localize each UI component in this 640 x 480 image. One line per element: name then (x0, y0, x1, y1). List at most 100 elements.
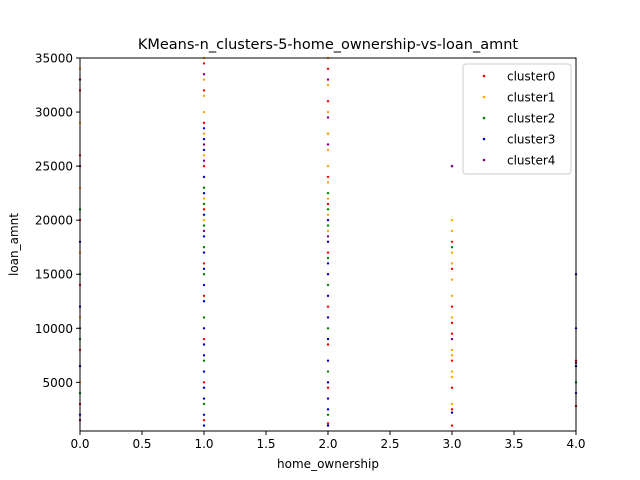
series-cluster0 (78, 62, 578, 427)
data-point (202, 235, 206, 238)
data-point (326, 100, 330, 103)
x-tick-label: 3.0 (442, 437, 461, 451)
data-point (450, 354, 454, 357)
data-point (450, 305, 454, 308)
x-tick-label: 2.5 (380, 437, 399, 451)
data-point (326, 422, 330, 425)
y-tick-label: 5000 (42, 376, 73, 390)
data-point (202, 343, 206, 346)
data-point (202, 273, 206, 276)
data-point (202, 191, 206, 195)
legend-label-cluster1: cluster1 (507, 91, 555, 105)
y-tick-label: 20000 (35, 214, 73, 228)
data-point (202, 359, 206, 362)
data-point (326, 294, 330, 298)
data-point (202, 413, 206, 416)
chart-title: KMeans-n_clusters-5-home_ownership-vs-lo… (138, 37, 519, 53)
legend: cluster0 cluster1 cluster2 cluster3 cluster4 (462, 63, 572, 175)
series-cluster3 (78, 127, 578, 427)
data-point (450, 267, 454, 271)
data-point (450, 359, 454, 362)
data-point (326, 229, 330, 233)
data-point (450, 278, 454, 281)
data-point (202, 402, 206, 406)
data-point (326, 218, 330, 222)
data-point (326, 197, 330, 200)
y-tick-label: 10000 (35, 322, 73, 336)
data-point (202, 62, 206, 65)
legend-marker-cluster2 (482, 116, 486, 120)
x-tick-label: 4.0 (566, 437, 585, 451)
data-point (202, 132, 206, 135)
legend-marker-cluster3 (482, 137, 486, 141)
legend-label-cluster2: cluster2 (507, 112, 555, 126)
data-point (202, 197, 206, 200)
data-point (326, 240, 330, 243)
x-tick-label: 2.0 (318, 437, 337, 451)
data-point (326, 283, 330, 287)
data-point (202, 121, 206, 125)
data-point (202, 154, 206, 157)
data-point (326, 256, 330, 260)
x-axis-ticks: 0.0 0.5 1.0 1.5 2.0 2.5 3.0 3.5 4.0 (70, 431, 586, 451)
x-axis-label: home_ownership (277, 457, 379, 471)
data-point (450, 294, 454, 298)
y-axis-ticks: 5000 10000 15000 20000 25000 30000 35000 (35, 52, 80, 390)
legend-marker-cluster0 (482, 74, 486, 78)
y-tick-label: 30000 (35, 106, 73, 120)
data-point (326, 273, 330, 276)
y-tick-label: 25000 (35, 160, 73, 174)
data-point (450, 164, 454, 168)
series-cluster1 (78, 56, 454, 406)
data-point (202, 127, 206, 130)
data-point (326, 78, 330, 81)
data-point (326, 413, 330, 416)
data-point (326, 386, 330, 389)
data-point (450, 262, 454, 265)
data-point (450, 218, 454, 222)
data-point (326, 148, 330, 152)
data-point (202, 283, 206, 287)
data-point (202, 386, 206, 389)
data-point (326, 83, 330, 87)
data-point (450, 316, 454, 319)
data-point (450, 251, 454, 254)
data-point (202, 370, 206, 373)
data-point (326, 370, 330, 373)
data-point (202, 397, 206, 400)
data-point (326, 116, 330, 119)
data-point (202, 294, 206, 298)
data-point (326, 175, 330, 179)
x-tick-label: 3.5 (504, 437, 523, 451)
data-point (202, 89, 206, 92)
data-point (450, 408, 454, 411)
data-point (326, 202, 330, 206)
data-point (450, 386, 454, 389)
data-point (326, 224, 330, 227)
data-point (202, 218, 206, 222)
data-point (326, 213, 330, 216)
points-layer (78, 56, 578, 427)
data-point (326, 305, 330, 308)
data-point (450, 424, 454, 427)
data-point (326, 132, 330, 135)
data-point (450, 375, 454, 379)
data-point (202, 148, 206, 152)
legend-box (462, 63, 572, 175)
data-point (202, 175, 206, 179)
data-point (202, 327, 206, 330)
data-point (202, 208, 206, 211)
data-point (202, 262, 206, 265)
data-point (202, 337, 206, 341)
data-point (202, 94, 206, 98)
data-point (326, 262, 330, 265)
data-point (326, 181, 330, 184)
data-point (326, 208, 330, 211)
data-point (326, 110, 330, 114)
legend-marker-cluster1 (482, 95, 486, 99)
data-point (326, 359, 330, 362)
legend-marker-cluster4 (482, 158, 486, 162)
data-point (326, 143, 330, 146)
data-point (450, 402, 454, 406)
